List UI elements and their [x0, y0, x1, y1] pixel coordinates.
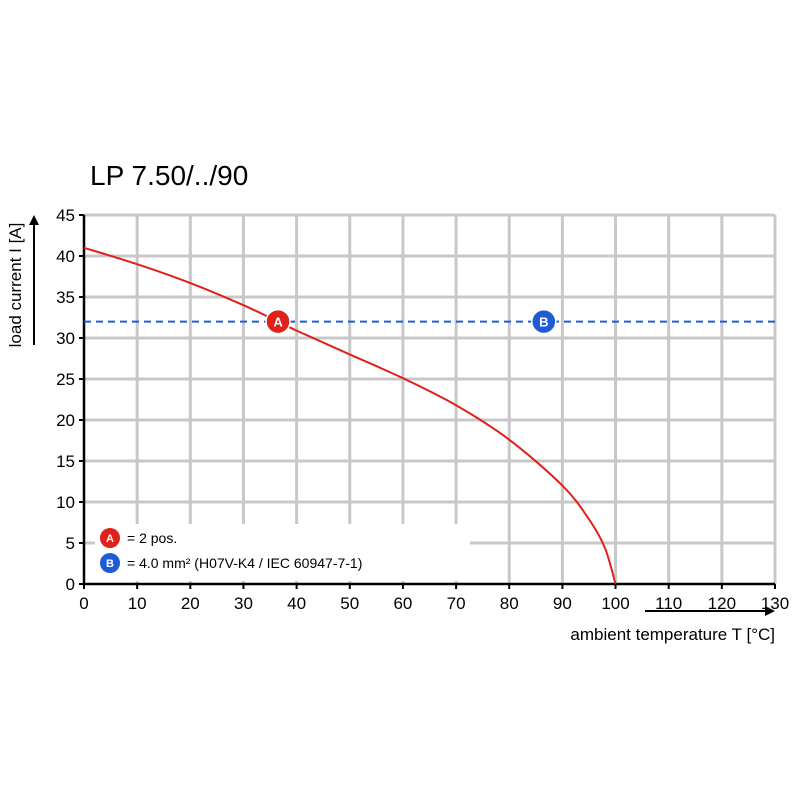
x-tick-label: 10 [128, 594, 147, 613]
x-tick-label: 80 [500, 594, 519, 613]
y-tick-label: 25 [56, 370, 75, 389]
legend-text: = 4.0 mm² (H07V-K4 / IEC 60947-7-1) [127, 555, 362, 571]
chart-title: LP 7.50/../90 [90, 160, 248, 191]
tick-labels: 0 5 10 15 20 25 30 35 40 45 0 10 20 30 40 50 60 70 80 90 100… [56, 206, 789, 613]
marker-b [531, 308, 557, 335]
x-tick-label: 50 [340, 594, 359, 613]
x-tick-label: 20 [181, 594, 200, 613]
x-tick-label: 100 [601, 594, 629, 613]
axes [29, 214, 776, 616]
x-axis-label: ambient temperature T [°C] [570, 625, 775, 644]
x-tick-label: 40 [287, 594, 306, 613]
marker-letter: A [273, 315, 283, 330]
x-tick-label: 120 [708, 594, 736, 613]
y-tick-label: 45 [56, 206, 75, 225]
y-tick-label: 30 [56, 329, 75, 348]
legend-badge-letter: A [106, 533, 114, 545]
x-tick-label: 130 [761, 594, 789, 613]
x-tick-label: 0 [79, 594, 88, 613]
y-tick-label: 5 [66, 534, 75, 553]
series [83, 246, 775, 585]
x-tick-label: 30 [234, 594, 253, 613]
y-tick-label: 20 [56, 411, 75, 430]
legend-badge-a [100, 528, 120, 548]
marker-a [265, 308, 291, 335]
x-tick-label: 70 [447, 594, 466, 613]
y-tick-label: 35 [56, 288, 75, 307]
x-tick-label: 60 [393, 594, 412, 613]
y-tick-label: 0 [66, 575, 75, 594]
legend-text: = 2 pos. [127, 530, 177, 546]
y-tick-label: 15 [56, 452, 75, 471]
y-tick-label: 40 [56, 247, 75, 266]
legend-badge-letter: B [106, 558, 114, 570]
y-tick-label: 10 [56, 493, 75, 512]
marker-letter: B [539, 315, 548, 330]
series-line-0 [83, 246, 617, 585]
x-tick-label: 110 [655, 594, 682, 613]
legend: A = 2 pos. B = 4.0 mm² (H07V-K4 / IEC 60947… [95, 524, 470, 581]
x-tick-label: 90 [553, 594, 572, 613]
legend-badge-b [100, 553, 120, 573]
y-axis-label: load current I [A] [6, 223, 25, 348]
legend-box [95, 524, 470, 581]
